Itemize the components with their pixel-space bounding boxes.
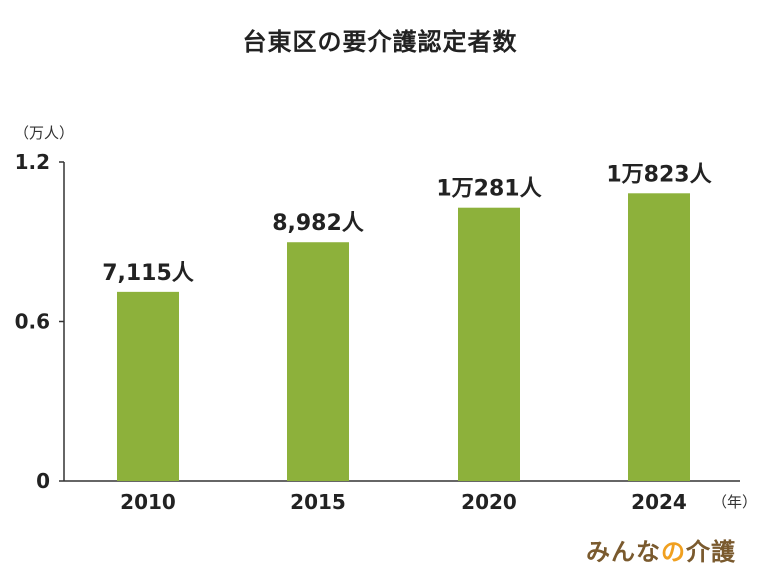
logo-text-accent: の [661,538,686,566]
logo-text-end: 介護 [686,538,736,566]
y-tick-label: 1.2 [15,150,50,174]
brand-logo: みんなの介護 [586,532,736,567]
logo-text-main: みんな [586,538,661,566]
x-axis-unit-label: （年） [712,493,758,511]
x-category-label: 2024 [631,490,687,514]
chart-axes: 0 0.6 1.2 [15,150,740,493]
bar-data-label: 7,115人 [102,261,194,286]
chart-title: 台東区の要介護認定者数 [242,28,518,56]
chart-bars [117,193,690,482]
bar [117,291,179,481]
x-category-label: 2015 [290,490,346,514]
y-axis-unit-label: （万人） [14,124,75,142]
y-tick-label: 0 [36,469,50,493]
bar [287,242,349,481]
x-category-label: 2020 [461,490,517,514]
bar [628,193,690,482]
y-tick-label: 0.6 [15,310,50,334]
bar-data-label: 1万281人 [436,177,541,202]
chart-labels: 7,115人 2010 8,982人 2015 1万281人 2020 1万823人 2024 [102,162,711,514]
bar-data-label: 1万823人 [606,162,711,187]
x-category-label: 2010 [120,490,176,514]
bar [458,207,520,481]
bar-data-label: 8,982人 [272,211,364,236]
